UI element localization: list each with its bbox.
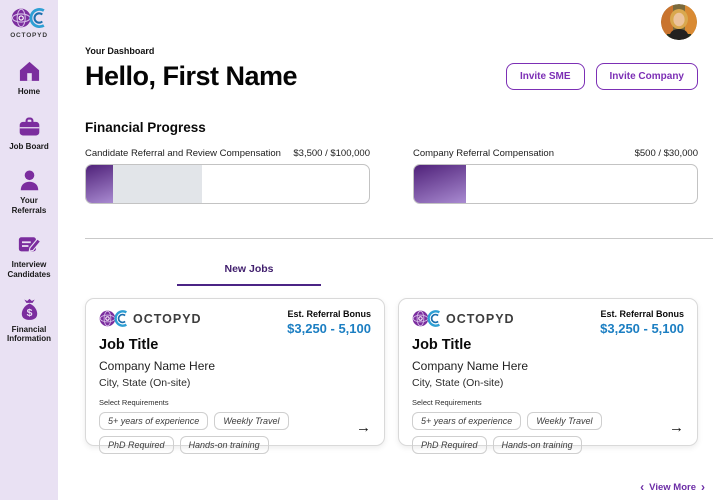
arrow-right-icon[interactable]: →	[356, 419, 371, 436]
sidebar-nav: Home Job Board Your Referrals	[1, 59, 57, 361]
chevron-left-icon[interactable]: ‹	[640, 480, 645, 494]
sidebar-item-home[interactable]: Home	[1, 59, 57, 97]
bonus-value: $3,250 - 5,100	[287, 321, 371, 336]
progress-label: Company Referral Compensation	[413, 148, 554, 159]
sidebar: OCTOPYD Home Job Board Your Referrals	[0, 0, 58, 500]
view-more-label: View More	[649, 481, 696, 493]
sidebar-item-label: Interview Candidates	[7, 260, 51, 279]
requirements-label: Select Requirements	[412, 398, 482, 407]
invite-company-button[interactable]: Invite Company	[595, 63, 698, 90]
document-pencil-icon	[18, 237, 41, 253]
job-location: City, State (On-site)	[99, 377, 191, 389]
requirement-tag: 5+ years of experience	[412, 412, 522, 430]
sidebar-item-label: Job Board	[9, 141, 49, 151]
sidebar-item-your-referrals[interactable]: Your Referrals	[1, 168, 57, 215]
requirement-tag: PhD Required	[99, 436, 174, 454]
requirement-tag: Weekly Travel	[214, 412, 289, 430]
sidebar-item-financial-information[interactable]: $ Financial Information	[1, 297, 57, 344]
svg-text:$: $	[26, 308, 32, 319]
sidebar-item-label: Financial Information	[7, 324, 51, 344]
progress-bar-fill	[86, 165, 113, 203]
octopyd-logo-icon	[11, 7, 45, 29]
octopyd-logo-icon	[99, 310, 127, 327]
progress-bar-fill	[414, 165, 467, 203]
requirement-tag: 5+ years of experience	[99, 412, 209, 430]
octopyd-logo-icon	[412, 310, 440, 327]
job-company-name: Company Name Here	[412, 359, 529, 373]
candidate-progress-bar	[85, 164, 370, 204]
requirement-tag: PhD Required	[412, 436, 487, 454]
job-card[interactable]: OCTOPYD Est. Referral Bonus $3,250 - 5,1…	[85, 298, 385, 454]
financial-progress-grid: Candidate Referral and Review Compensati…	[85, 148, 698, 204]
job-location: City, State (On-site)	[412, 377, 504, 389]
header-row: Hello, First Name Invite SME Invite Comp…	[85, 61, 698, 92]
job-company-logo: OCTOPYD	[99, 309, 202, 328]
requirement-tags: 5+ years of experience Weekly Travel PhD…	[412, 412, 652, 454]
requirements-label: Select Requirements	[99, 398, 169, 407]
home-icon	[19, 61, 39, 81]
tab-label: New Jobs	[224, 263, 274, 275]
invite-sme-button[interactable]: Invite SME	[505, 63, 585, 90]
logo-wordmark: OCTOPYD	[133, 311, 202, 326]
progress-label: Candidate Referral and Review Compensati…	[85, 148, 281, 159]
financial-progress-title: Financial Progress	[85, 120, 206, 135]
sidebar-item-label: Home	[17, 87, 41, 96]
job-title: Job Title	[99, 337, 159, 353]
bonus-value: $3,250 - 5,100	[600, 321, 684, 336]
view-more-link[interactable]: ‹ View More ›	[640, 481, 705, 493]
arrow-right-icon[interactable]: →	[669, 419, 684, 436]
company-progress-bar	[413, 164, 698, 204]
progress-value: $500 / $30,000	[634, 148, 698, 159]
bonus-label: Est. Referral Bonus	[287, 309, 371, 319]
section-divider	[85, 238, 713, 239]
progress-bar-pending	[112, 165, 203, 203]
brand-logo[interactable]: OCTOPYD	[10, 6, 48, 39]
money-bag-icon: $	[21, 298, 37, 320]
sidebar-item-interview-candidates[interactable]: Interview Candidates	[1, 232, 57, 279]
job-company-logo: OCTOPYD	[412, 309, 515, 328]
brand-wordmark: OCTOPYD	[10, 32, 48, 39]
requirement-tag: Hands-on training	[179, 436, 269, 454]
progress-value: $3,500 / $100,000	[293, 148, 370, 159]
invite-button-group: Invite SME Invite Company	[505, 63, 698, 90]
chevron-right-icon[interactable]: ›	[701, 480, 705, 494]
briefcase-icon	[19, 117, 39, 136]
tab-new-jobs[interactable]: New Jobs	[177, 259, 321, 286]
bonus-label: Est. Referral Bonus	[600, 309, 684, 319]
job-cards-row: OCTOPYD Est. Referral Bonus $3,250 - 5,1…	[85, 298, 698, 454]
main-content: Your Dashboard Hello, First Name Invite …	[58, 0, 713, 500]
requirement-tag: Weekly Travel	[527, 412, 602, 430]
requirement-tags: 5+ years of experience Weekly Travel PhD…	[99, 412, 339, 454]
person-icon	[20, 170, 38, 191]
avatar-photo	[661, 4, 697, 40]
job-company-name: Company Name Here	[99, 359, 216, 373]
sidebar-item-job-board[interactable]: Job Board	[1, 114, 57, 152]
page-title: Hello, First Name	[85, 61, 298, 91]
candidate-compensation-block: Candidate Referral and Review Compensati…	[85, 148, 370, 204]
company-compensation-block: Company Referral Compensation $500 / $30…	[413, 148, 698, 204]
requirement-tag: Hands-on training	[492, 436, 582, 454]
logo-wordmark: OCTOPYD	[446, 311, 515, 326]
sidebar-item-label: Your Referrals	[11, 196, 47, 215]
job-card[interactable]: OCTOPYD Est. Referral Bonus $3,250 - 5,1…	[398, 298, 698, 454]
job-title: Job Title	[412, 337, 472, 353]
user-avatar[interactable]	[661, 4, 697, 40]
dashboard-eyebrow: Your Dashboard	[85, 46, 155, 56]
